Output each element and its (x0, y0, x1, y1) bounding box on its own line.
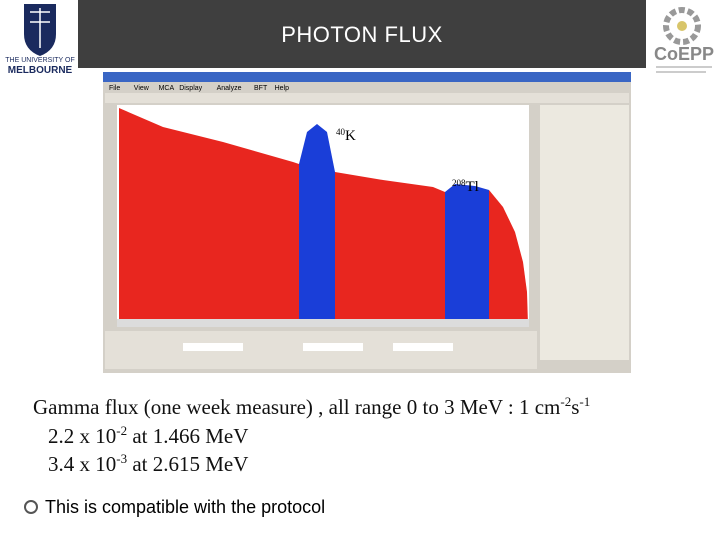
field (183, 343, 243, 351)
superscript: -3 (116, 451, 128, 466)
spectrum-blue (445, 184, 489, 325)
x-scale (117, 319, 529, 327)
text: at 1.466 MeV (127, 424, 249, 448)
toolbar (105, 93, 629, 103)
header-bar (78, 0, 646, 68)
text: 3.4 x 10 (48, 452, 117, 476)
superscript: -1 (579, 394, 591, 409)
logo-text: THE UNIVERSITY OF (5, 57, 75, 64)
peak-element: Tl (466, 179, 479, 195)
gear (663, 7, 701, 45)
body-line: 2.2 x 10-2 at 1.466 MeV (48, 423, 248, 449)
logo-text: CoEPP (654, 44, 714, 64)
text: s (571, 395, 580, 419)
field (393, 343, 453, 351)
menu-item: Display (179, 85, 202, 92)
left-logo: THE UNIVERSITY OF MELBOURNE (5, 4, 75, 76)
spectrum-red (335, 172, 445, 325)
text: 2.2 x 10 (48, 424, 117, 448)
menu-item: MCA (159, 85, 175, 92)
superscript: -2 (116, 423, 128, 438)
crest-detail (30, 8, 50, 48)
menu-item: Help (275, 85, 290, 92)
menu-item: BFT (254, 85, 268, 92)
body-line: 3.4 x 10-3 at 2.615 MeV (48, 451, 248, 477)
menu-item: Analyze (217, 85, 242, 92)
spectrum-red (119, 108, 299, 325)
spectrum-red (489, 190, 528, 325)
field (303, 343, 363, 351)
peak-mass: 40 (336, 127, 346, 137)
peak-mass: 208 (452, 178, 466, 188)
bullet-marker (24, 500, 38, 514)
spectrum-blue (299, 124, 335, 325)
logo-caption (656, 71, 706, 73)
title-bar (103, 72, 631, 82)
bullet-text: This is compatible with the protocol (45, 497, 326, 517)
logo-text: MELBOURNE (8, 65, 73, 76)
slide-title: PHOTON FLUX (281, 22, 443, 47)
logo-caption (656, 66, 712, 68)
text: Gamma flux (one week measure) , all rang… (33, 395, 561, 419)
peak-label: 208Tl (452, 178, 479, 195)
menu-item: View (134, 85, 150, 92)
menu-item: File (109, 85, 120, 92)
body-line: Gamma flux (one week measure) , all rang… (33, 394, 590, 420)
right-logo: CoEPP (654, 7, 714, 73)
status-panel (540, 105, 629, 360)
text: at 2.615 MeV (127, 452, 249, 476)
software-screenshot: File View MCA Display Analyze BFT Help 40K 208… (103, 72, 631, 373)
gear-center (677, 21, 687, 31)
peak-label: 40K (336, 127, 356, 144)
peak-element: K (345, 128, 356, 144)
superscript: -2 (560, 394, 572, 409)
menu-bar: File View MCA Display Analyze BFT Help (109, 85, 289, 92)
